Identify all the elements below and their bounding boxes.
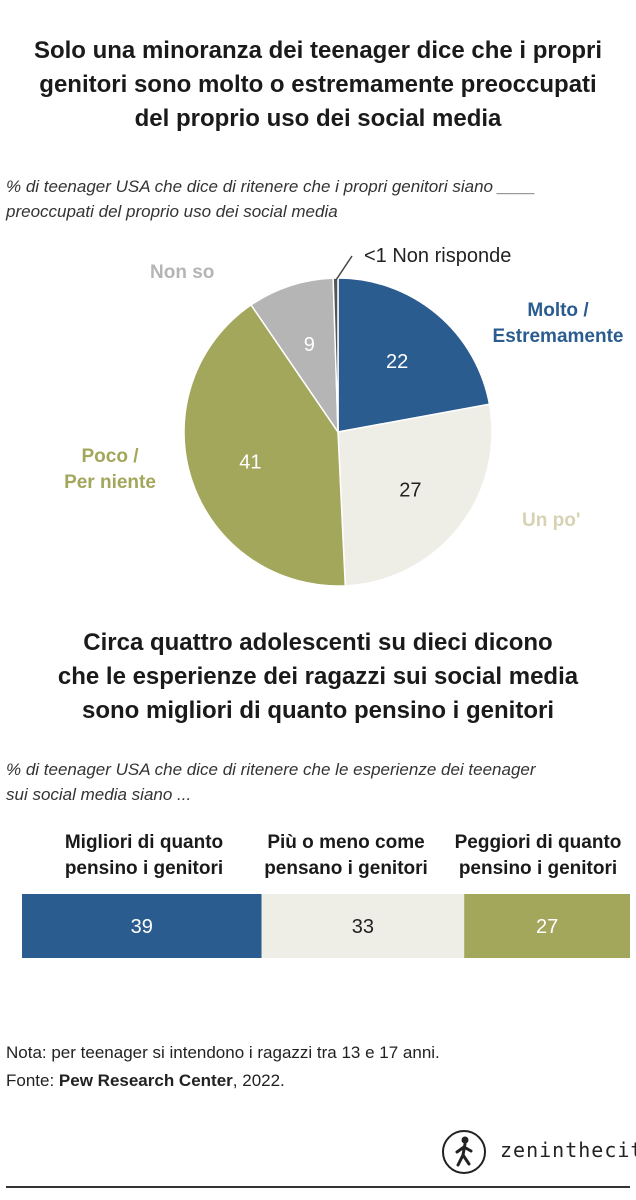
bar-header-piu-o-meno: Più o meno come pensano i genitori bbox=[246, 830, 446, 882]
bar-segment-peggiori-value-label: 27 bbox=[536, 916, 558, 938]
walking-man-logo-icon bbox=[442, 1130, 486, 1174]
title-1-line-3: del proprio uso dei social media bbox=[134, 105, 502, 132]
non-risponde-leader-line bbox=[335, 255, 353, 281]
label-un-po: Un po' bbox=[522, 510, 581, 531]
stacked-bar-chart: 39 33 27 bbox=[22, 894, 630, 958]
chart-title-1: Solo una minoranza dei teenager dice che… bbox=[0, 34, 636, 136]
bar-header-peggiori: Peggiori di quanto pensino i genitori bbox=[438, 830, 636, 882]
slice-poco-per-niente bbox=[183, 303, 347, 587]
source-suffix: , 2022. bbox=[232, 1071, 285, 1090]
bar-header-migliori: Migliori di quanto pensino i genitori bbox=[44, 830, 244, 882]
slice-un-po-value-label: 27 bbox=[399, 479, 421, 501]
bar-segment-piu-o-meno-value-label: 33 bbox=[352, 916, 374, 938]
bar-segment-peggiori bbox=[464, 894, 630, 958]
label-poco-line-2: Per niente bbox=[64, 472, 156, 493]
bar-header-migliori-line-1: Migliori di quanto bbox=[64, 832, 224, 853]
bar-segment-migliori bbox=[22, 894, 262, 958]
slice-poco-per-niente-value-label: 41 bbox=[239, 451, 261, 473]
title-1-line-1: Solo una minoranza dei teenager dice che… bbox=[33, 37, 603, 64]
logo-text: zeninthecity bbox=[500, 1138, 636, 1162]
source-name: Pew Research Center bbox=[58, 1071, 233, 1090]
subtitle-1-line-1: % di teenager USA che dice di ritenere c… bbox=[6, 177, 536, 196]
label-molto-line-2: Estremamente bbox=[492, 326, 624, 347]
bar-header-piu-line-2: pensano i genitori bbox=[264, 858, 428, 879]
chart-subtitle-1: % di teenager USA che dice di ritenere c… bbox=[6, 174, 626, 224]
title-2-line-3: sono migliori di quanto pensino i genito… bbox=[82, 697, 554, 724]
bar-header-peggiori-line-2: pensino i genitori bbox=[458, 858, 618, 879]
title-2-line-1: Circa quattro adolescenti su dieci dicon… bbox=[83, 629, 553, 656]
footnote: Nota: per teenager si intendono i ragazz… bbox=[6, 1043, 440, 1062]
pie-chart: 22 27 41 9 bbox=[183, 255, 493, 587]
label-poco-line-1: Poco / bbox=[81, 446, 139, 467]
slice-molto-estremamente bbox=[337, 277, 491, 433]
title-1-line-2: genitori sono molto o estremamente preoc… bbox=[39, 71, 597, 98]
bar-header-migliori-line-2: pensino i genitori bbox=[64, 858, 224, 879]
label-poco-per-niente: Poco / Per niente bbox=[46, 444, 174, 496]
chart-subtitle-2: % di teenager USA che dice di ritenere c… bbox=[6, 757, 626, 807]
slice-molto-estremamente-value-label: 22 bbox=[386, 351, 408, 373]
bar-header-piu-line-1: Più o meno come bbox=[267, 832, 425, 853]
subtitle-1-line-2: preoccupati del proprio uso dei social m… bbox=[6, 202, 338, 221]
label-non-risponde: <1 Non risponde bbox=[364, 245, 512, 267]
brand-logo: zeninthecity bbox=[440, 1128, 636, 1176]
bar-segment-piu-o-meno bbox=[261, 894, 465, 958]
label-molto-line-1: Molto / bbox=[527, 300, 589, 321]
label-molto-estremamente: Molto / Estremamente bbox=[478, 298, 636, 350]
bar-header-peggiori-line-1: Peggiori di quanto bbox=[454, 832, 622, 853]
subtitle-2-line-2: sui social media siano ... bbox=[6, 785, 192, 804]
slice-un-po bbox=[337, 403, 493, 587]
label-non-so: Non so bbox=[150, 262, 215, 283]
chart-title-2: Circa quattro adolescenti su dieci dicon… bbox=[0, 626, 636, 728]
subtitle-2-line-1: % di teenager USA che dice di ritenere c… bbox=[6, 760, 536, 779]
slice-non-so-value-label: 9 bbox=[304, 334, 315, 356]
source-prefix: Fonte: bbox=[6, 1071, 59, 1090]
slice-non-so bbox=[250, 277, 339, 435]
source-line: Fonte: Pew Research Center, 2022. bbox=[6, 1068, 285, 1094]
bar-segment-migliori-value-label: 39 bbox=[131, 916, 153, 938]
bottom-rule bbox=[6, 1186, 630, 1188]
title-2-line-2: che le esperienze dei ragazzi sui social… bbox=[57, 663, 579, 690]
